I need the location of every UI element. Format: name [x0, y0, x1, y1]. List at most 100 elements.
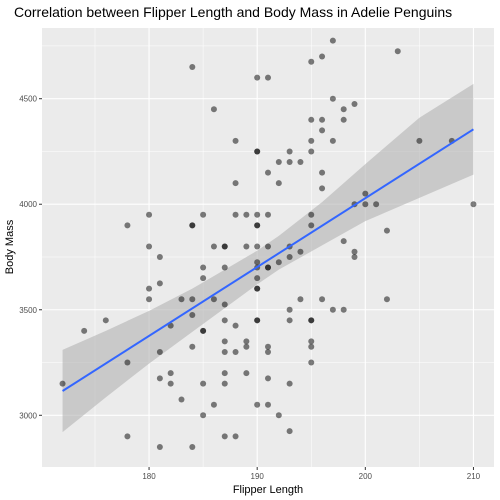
data-point	[286, 148, 293, 155]
data-point	[124, 222, 131, 229]
data-point	[210, 243, 217, 250]
data-point	[470, 201, 477, 208]
y-tick-label: 3500	[19, 306, 37, 315]
y-axis-title: Body Mass	[4, 219, 16, 274]
data-point	[265, 401, 271, 408]
x-tick-label: 200	[359, 472, 373, 481]
data-point	[221, 301, 228, 308]
data-point	[200, 327, 207, 334]
data-point	[254, 317, 261, 324]
data-point	[210, 106, 217, 113]
data-point	[265, 211, 271, 218]
data-point	[383, 227, 390, 234]
data-point	[319, 116, 326, 123]
data-point	[416, 137, 423, 144]
data-point	[221, 317, 228, 324]
data-point	[81, 327, 88, 334]
confidence-band-layer	[62, 83, 474, 433]
data-point	[308, 222, 315, 229]
data-point	[189, 222, 196, 229]
data-point	[232, 211, 239, 218]
data-point	[232, 433, 239, 440]
data-point	[146, 211, 153, 218]
data-point	[210, 296, 217, 303]
data-point	[329, 95, 336, 102]
chart-title: Correlation between Flipper Length and B…	[14, 4, 452, 20]
data-point	[308, 137, 315, 144]
data-point	[286, 253, 293, 260]
data-point	[308, 148, 315, 155]
trend-line-layer	[62, 128, 474, 392]
data-point	[221, 264, 228, 271]
data-point	[362, 201, 369, 208]
data-point	[189, 443, 196, 450]
data-point	[146, 285, 153, 292]
data-point	[254, 275, 261, 282]
data-point	[254, 401, 261, 408]
data-point	[189, 296, 196, 303]
data-point	[254, 222, 261, 229]
x-tick-label: 180	[142, 472, 156, 481]
data-point	[59, 380, 66, 387]
data-point	[308, 359, 315, 366]
data-point	[275, 259, 282, 266]
data-point	[329, 137, 336, 144]
data-point	[319, 185, 326, 192]
data-point	[124, 359, 131, 366]
x-axis-title: Flipper Length	[233, 484, 303, 496]
data-point	[351, 253, 358, 260]
data-point	[200, 275, 207, 282]
data-point	[265, 169, 271, 176]
data-point	[200, 412, 207, 419]
data-point	[210, 401, 217, 408]
data-point	[232, 322, 239, 329]
data-point	[340, 106, 347, 113]
data-point	[254, 148, 261, 155]
data-point	[275, 159, 282, 166]
data-point	[189, 343, 196, 350]
data-point	[362, 190, 369, 197]
data-point	[308, 317, 315, 324]
data-point	[275, 180, 282, 187]
data-point	[156, 348, 163, 355]
data-point	[200, 380, 207, 387]
data-point	[297, 248, 304, 255]
data-point	[221, 243, 228, 250]
data-point	[102, 317, 109, 324]
data-points	[59, 37, 477, 450]
data-point	[329, 37, 336, 44]
data-point	[221, 380, 228, 387]
data-point	[178, 296, 185, 303]
data-point	[340, 238, 347, 245]
x-tick-label: 190	[251, 472, 265, 481]
data-point	[221, 370, 228, 377]
data-point	[286, 306, 293, 313]
data-point	[146, 243, 153, 250]
data-point	[232, 348, 239, 355]
data-point	[308, 211, 315, 218]
data-point	[156, 280, 163, 287]
data-point	[319, 169, 326, 176]
y-tick-label: 4000	[19, 200, 37, 209]
data-point	[329, 306, 336, 313]
data-point	[351, 100, 358, 107]
data-point	[297, 159, 304, 166]
data-point	[308, 338, 315, 345]
trend-line	[62, 128, 474, 392]
data-point	[286, 317, 293, 324]
data-point	[286, 159, 293, 166]
axis-ticks: 180 190 200 210 3000 3500 4000 4500	[19, 95, 480, 481]
data-point	[265, 264, 271, 271]
data-point	[286, 380, 293, 387]
data-point	[265, 348, 271, 355]
data-point	[265, 375, 271, 382]
data-point	[200, 211, 207, 218]
data-point	[232, 137, 239, 144]
data-point	[243, 211, 250, 218]
data-point	[373, 201, 380, 208]
data-point	[167, 380, 174, 387]
data-point	[254, 285, 261, 292]
data-point	[265, 74, 271, 81]
data-point	[383, 296, 390, 303]
data-point	[319, 296, 326, 303]
